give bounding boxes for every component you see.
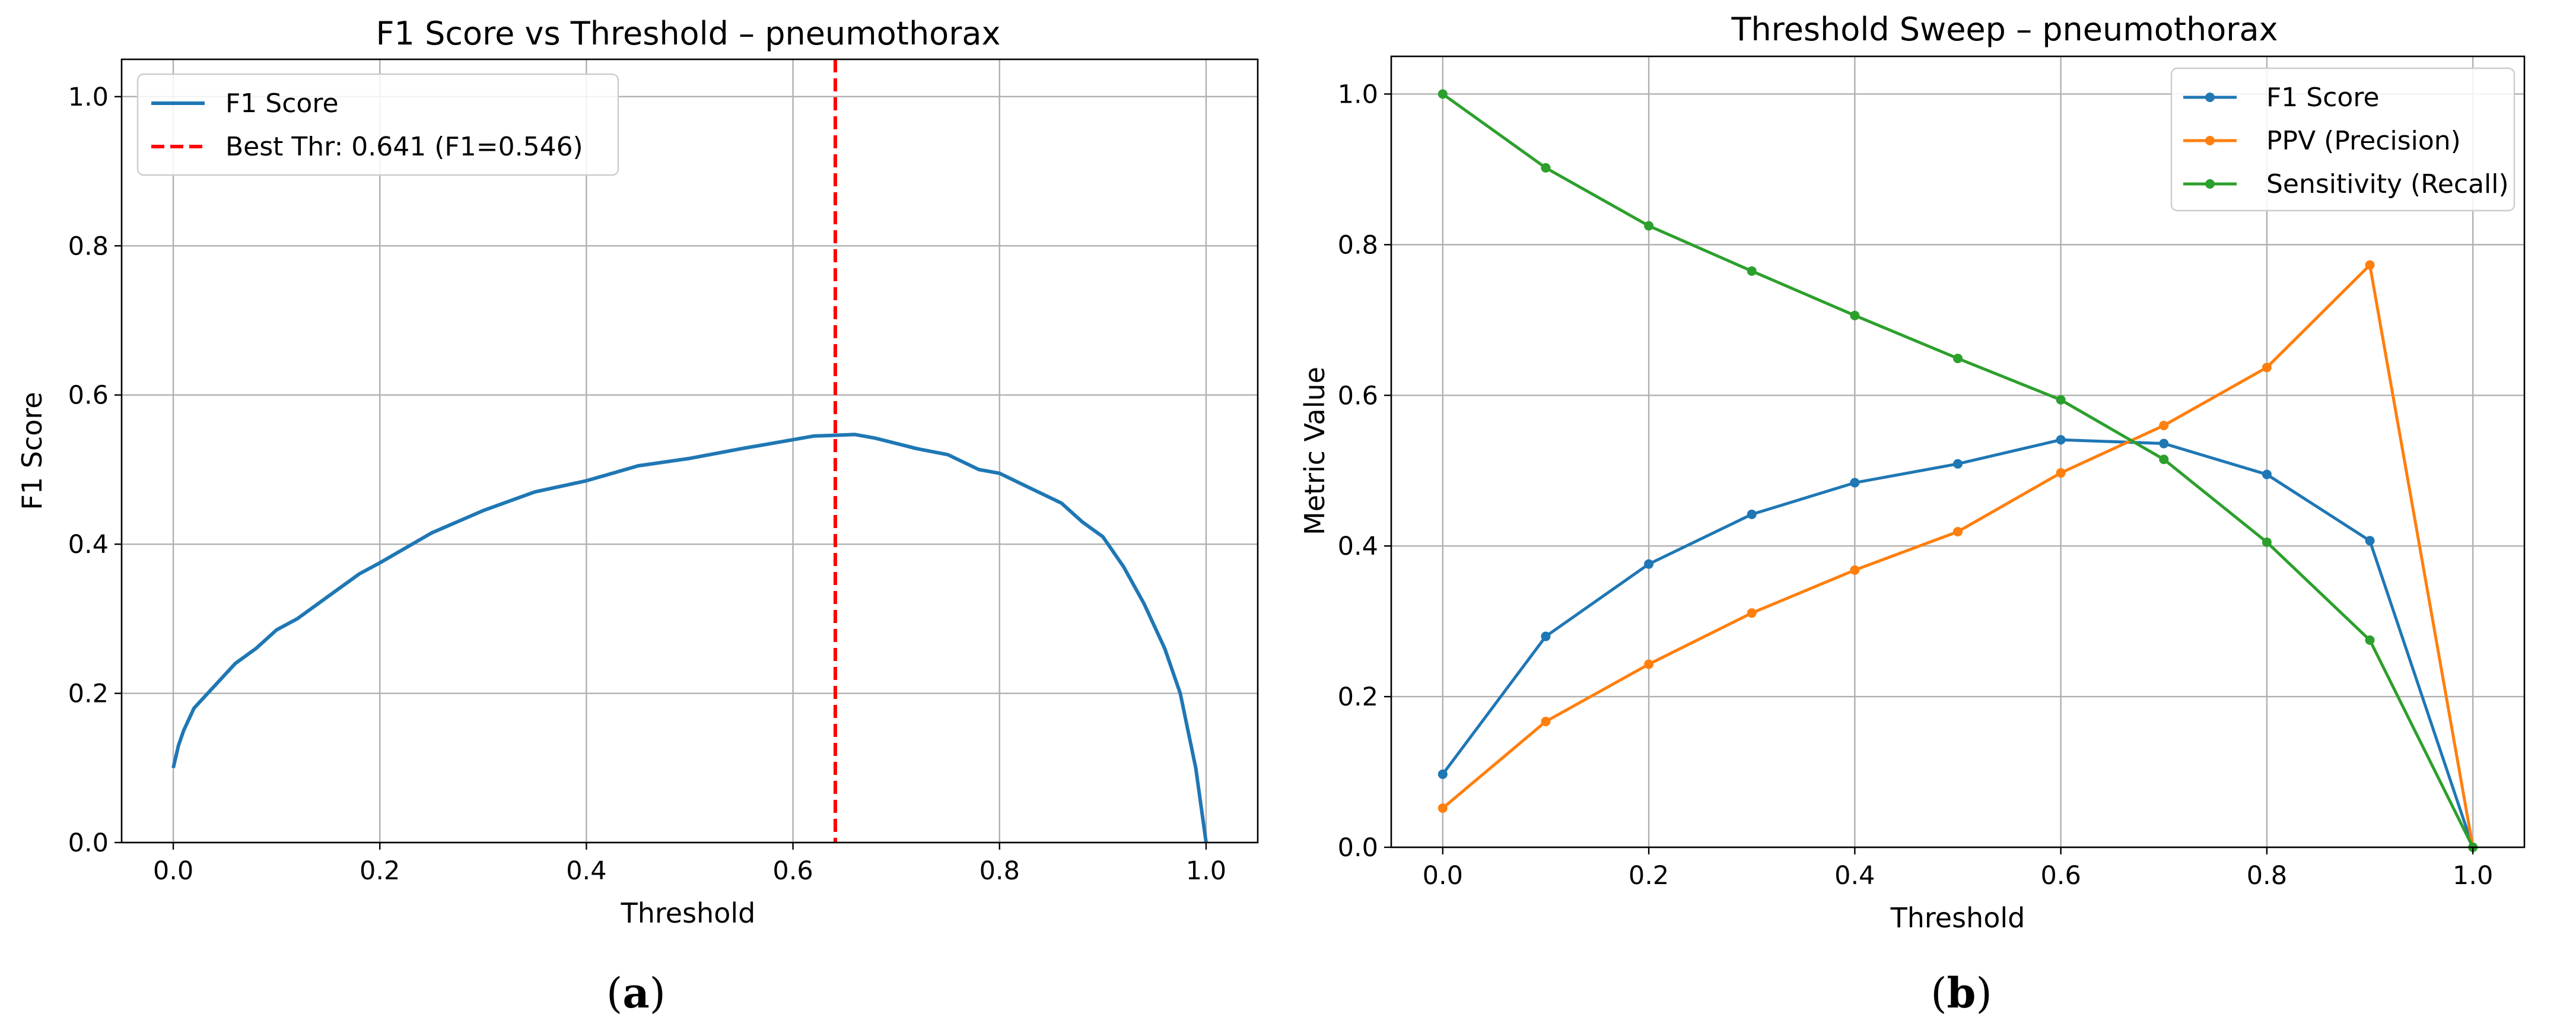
chart-b-legend-box <box>2170 67 2515 212</box>
chart-a-x-axis-label: Threshold <box>621 897 756 929</box>
chart-a-y-axis-label: F1 Score <box>16 392 48 510</box>
x-tick-label: 0.4 <box>566 856 606 886</box>
chart-a-legend-label-best: Best Thr: 0.641 (F1=0.546) <box>225 132 583 162</box>
x-tick-label: 0.4 <box>1834 861 1875 891</box>
y-tick-label: 0.0 <box>1338 833 1378 863</box>
series-point-1 <box>2262 363 2272 373</box>
series-point-2 <box>2262 537 2272 547</box>
x-tick-label: 0.8 <box>2247 861 2287 891</box>
series-line-1 <box>1442 263 2475 848</box>
chart-b-legend-label-sensitivity: Sensitivity (Recall) <box>2266 169 2509 199</box>
panel-b-caption: (b) <box>1931 968 1992 1018</box>
chart-a-x-ticks: 0.0 0.2 0.4 0.6 0.8 1.0 <box>153 843 1226 886</box>
chart-b-plot-area <box>1438 89 2478 852</box>
chart-a-frame <box>120 58 1259 844</box>
series-point-1 <box>1438 803 1448 813</box>
y-tick-label: 0.2 <box>1338 682 1378 712</box>
x-tick-label: 0.0 <box>1423 861 1463 891</box>
y-tick-label: 0.0 <box>68 828 109 858</box>
series-line-0 <box>171 433 1208 843</box>
chart-b-y-ticks: 0.0 0.2 0.4 0.6 0.8 1.0 <box>1338 80 1391 863</box>
y-tick-label: 0.4 <box>68 530 109 560</box>
series-point-0 <box>1644 559 1654 569</box>
x-tick-label: 0.0 <box>153 856 193 886</box>
series-line-0 <box>1441 438 2475 848</box>
series-point-2 <box>1850 310 1860 320</box>
series-point-0 <box>1438 769 1448 779</box>
series-point-1 <box>1850 565 1860 575</box>
series-point-2 <box>2159 454 2169 465</box>
x-tick-label: 0.6 <box>772 856 813 886</box>
y-tick-label: 0.2 <box>68 679 109 709</box>
series-point-1 <box>2159 421 2169 431</box>
series-point-2 <box>1438 89 1448 99</box>
chart-b-x-axis-label: Threshold <box>1890 902 2025 934</box>
chart-a-grid <box>122 59 1258 844</box>
chart-b-legend: F1 Score PPV (Precision) Sensitivity (Re… <box>2170 67 2515 212</box>
series-point-1 <box>1953 527 1963 537</box>
x-tick-label: 0.8 <box>979 856 1020 886</box>
series-point-2 <box>1644 221 1654 231</box>
series-point-2 <box>2365 635 2375 645</box>
series-point-0 <box>1541 631 1551 641</box>
series-point-0 <box>1747 509 1757 519</box>
y-tick-label: 1.0 <box>68 82 109 112</box>
x-tick-label: 1.0 <box>2453 861 2493 891</box>
series-point-2 <box>2056 395 2066 405</box>
series-point-1 <box>1644 659 1654 669</box>
series-point-1 <box>2365 260 2375 270</box>
series-point-0 <box>1953 459 1963 469</box>
series-point-2 <box>1953 354 1963 364</box>
panel-a-caption: (a) <box>606 968 666 1018</box>
series-point-2 <box>1747 266 1757 276</box>
chart-a-legend: F1 Score Best Thr: 0.641 (F1=0.546) <box>136 73 619 176</box>
series-point-1 <box>1541 716 1551 726</box>
chart-b-frame <box>1390 55 2526 848</box>
y-tick-label: 0.6 <box>1338 381 1378 411</box>
chart-b-legend-label-ppv: PPV (Precision) <box>2266 126 2461 156</box>
series-point-0 <box>2262 469 2272 479</box>
x-tick-label: 0.2 <box>1629 861 1669 891</box>
series-point-0 <box>2056 435 2066 445</box>
chart-b-legend-marker-ppv <box>2205 136 2215 145</box>
chart-b-x-ticks: 0.0 0.2 0.4 0.6 0.8 1.0 <box>1423 847 2493 891</box>
chart-a-plot-area <box>171 59 1208 843</box>
y-tick-label: 0.4 <box>1338 532 1378 561</box>
series-point-0 <box>1850 478 1860 488</box>
y-tick-label: 0.6 <box>68 381 109 411</box>
chart-a-legend-box <box>136 73 619 176</box>
series-point-0 <box>2365 536 2375 546</box>
chart-b-legend-marker-sensitivity <box>2205 179 2215 189</box>
x-tick-label: 0.6 <box>2040 861 2081 891</box>
series-point-1 <box>1747 608 1757 618</box>
chart-a-title: F1 Score vs Threshold – pneumothorax <box>376 15 1001 52</box>
chart-a-legend-label-f1: F1 Score <box>225 88 339 119</box>
chart-a-y-ticks: 0.0 0.2 0.4 0.6 0.8 1.0 <box>68 82 122 858</box>
y-tick-label: 0.8 <box>68 231 109 261</box>
series-point-2 <box>1541 163 1551 173</box>
chart-b-legend-marker-f1 <box>2205 93 2215 102</box>
x-tick-label: 1.0 <box>1186 856 1226 886</box>
panel-a-f1-vs-threshold: F1 Score vs Threshold – pneumothorax 0.0… <box>16 15 1259 1018</box>
chart-b-title: Threshold Sweep – pneumothorax <box>1731 11 2278 48</box>
y-tick-label: 0.8 <box>1338 230 1378 260</box>
y-tick-label: 1.0 <box>1338 80 1378 109</box>
chart-b-y-axis-label: Metric Value <box>1299 367 1331 535</box>
series-point-0 <box>2159 438 2169 449</box>
series-point-1 <box>2056 468 2066 478</box>
chart-b-legend-label-f1: F1 Score <box>2266 82 2380 113</box>
panel-b-threshold-sweep: Threshold Sweep – pneumothorax 0.0 0.2 0.4… <box>1299 11 2526 1018</box>
x-tick-label: 0.2 <box>360 856 400 886</box>
